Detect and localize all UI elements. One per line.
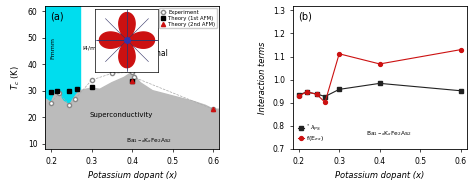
Legend: $^*\lambda_{PS}$, f(E$_{ex}$): $^*\lambda_{PS}$, f(E$_{ex}$): [296, 120, 327, 146]
Text: (b): (b): [298, 11, 312, 21]
Text: Normal: Normal: [140, 49, 168, 58]
Legend: Experiment, Theory (1st AFM), Theory (2nd AFM): Experiment, Theory (1st AFM), Theory (2n…: [158, 8, 217, 28]
Text: Superconductivity: Superconductivity: [90, 112, 153, 118]
Y-axis label: $T_c$ (K): $T_c$ (K): [9, 65, 22, 90]
Polygon shape: [45, 72, 219, 149]
Text: Fmmm: Fmmm: [51, 37, 56, 59]
Text: I4/mmm: I4/mmm: [83, 46, 109, 51]
Text: Ba$_{1-x}$K$_x$Fe$_2$As$_2$: Ba$_{1-x}$K$_x$Fe$_2$As$_2$: [126, 136, 172, 145]
Text: Ba$_{1-x}$K$_x$Fe$_2$As$_2$: Ba$_{1-x}$K$_x$Fe$_2$As$_2$: [366, 129, 411, 138]
X-axis label: Potassium dopant (x): Potassium dopant (x): [335, 171, 424, 180]
Text: (a): (a): [50, 11, 64, 21]
Polygon shape: [45, 6, 80, 149]
Y-axis label: Interaction terms: Interaction terms: [258, 41, 267, 113]
X-axis label: Potassium dopant (x): Potassium dopant (x): [88, 171, 177, 180]
